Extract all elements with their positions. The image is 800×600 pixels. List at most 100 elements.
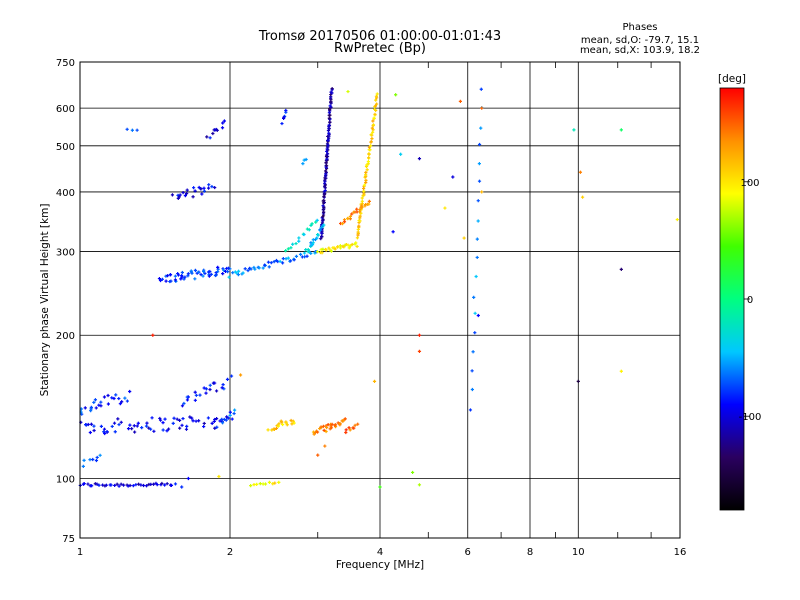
data-point	[329, 426, 334, 430]
y-axis-label: Stationary phase Virtual Height [km]	[39, 204, 51, 397]
data-point	[89, 422, 94, 426]
x-tick-label: 8	[527, 547, 533, 558]
data-point	[178, 418, 182, 423]
data-point	[324, 429, 328, 434]
data-point	[221, 272, 225, 276]
data-point	[179, 277, 183, 281]
data-point	[176, 271, 180, 276]
data-point	[327, 123, 331, 127]
data-point	[119, 482, 123, 486]
data-point	[205, 135, 209, 139]
data-point	[210, 421, 214, 426]
data-point	[221, 121, 225, 125]
data-point	[232, 408, 237, 412]
x-tick-label: 4	[377, 547, 383, 558]
data-point	[175, 417, 179, 421]
data-point	[316, 233, 320, 237]
data-point	[451, 175, 455, 179]
data-point	[269, 261, 273, 265]
y-tick-label: 200	[56, 331, 75, 342]
data-point	[198, 393, 202, 397]
data-point	[356, 422, 360, 426]
data-point	[347, 246, 351, 250]
data-point	[364, 178, 368, 182]
colorbar-tick-label: 0	[747, 295, 753, 306]
data-point	[476, 219, 480, 223]
data-point	[319, 231, 323, 235]
data-point	[185, 424, 189, 428]
data-point	[479, 126, 483, 130]
data-point	[192, 186, 196, 190]
data-point	[270, 428, 274, 432]
data-point	[194, 393, 198, 397]
x-tick-label: 1	[77, 547, 83, 558]
data-point	[315, 236, 319, 240]
data-point	[327, 246, 331, 250]
data-point	[322, 223, 326, 227]
data-point	[103, 431, 107, 436]
data-point	[202, 424, 206, 429]
data-point	[117, 422, 121, 427]
data-point	[476, 313, 480, 318]
data-point	[325, 425, 329, 430]
data-point	[358, 214, 362, 218]
data-point	[165, 274, 170, 278]
data-point	[315, 430, 320, 434]
data-point	[474, 274, 478, 279]
data-point	[325, 164, 329, 168]
data-point	[391, 230, 395, 234]
data-point	[91, 457, 95, 462]
data-point	[188, 415, 192, 419]
data-point	[365, 168, 369, 172]
data-point	[340, 222, 345, 226]
phase-heading: Phases	[622, 22, 657, 33]
data-point	[236, 273, 240, 277]
y-axis-ticks: 75 100 200 300 400 500 600 750	[56, 58, 75, 545]
data-point	[417, 157, 422, 161]
data-point	[480, 190, 484, 194]
data-point	[288, 259, 293, 263]
data-point	[301, 162, 305, 166]
data-point	[373, 104, 378, 108]
data-point	[277, 422, 281, 426]
data-point	[163, 417, 167, 421]
data-point	[330, 86, 334, 91]
data-point	[318, 228, 322, 232]
data-point	[206, 416, 210, 420]
data-point	[126, 427, 131, 431]
plot-frame	[79, 61, 681, 539]
data-point	[330, 422, 334, 426]
data-point	[297, 239, 301, 243]
data-point	[98, 453, 102, 457]
data-point	[200, 192, 204, 196]
data-point	[236, 269, 241, 273]
data-point	[180, 275, 184, 279]
data-point	[194, 419, 198, 423]
data-point	[218, 419, 222, 423]
data-point	[117, 484, 121, 488]
data-point	[169, 483, 174, 487]
data-point	[261, 266, 265, 270]
data-point	[106, 402, 110, 406]
data-point	[375, 102, 379, 106]
data-point	[329, 90, 333, 94]
data-point	[258, 482, 262, 486]
data-point	[578, 170, 583, 174]
data-point	[185, 395, 189, 399]
data-point	[117, 396, 121, 401]
data-point	[102, 395, 107, 399]
data-point	[675, 217, 679, 222]
data-point	[130, 128, 134, 132]
data-point	[230, 417, 234, 421]
data-point	[202, 386, 206, 390]
data-point	[163, 483, 167, 487]
colorbar-label: [deg]	[718, 73, 746, 85]
data-point	[344, 430, 348, 435]
data-point	[88, 458, 92, 462]
data-point	[118, 402, 122, 406]
data-point	[173, 482, 178, 486]
data-point	[297, 236, 301, 240]
data-point	[165, 482, 169, 486]
data-point	[95, 482, 99, 486]
data-point	[477, 179, 482, 183]
